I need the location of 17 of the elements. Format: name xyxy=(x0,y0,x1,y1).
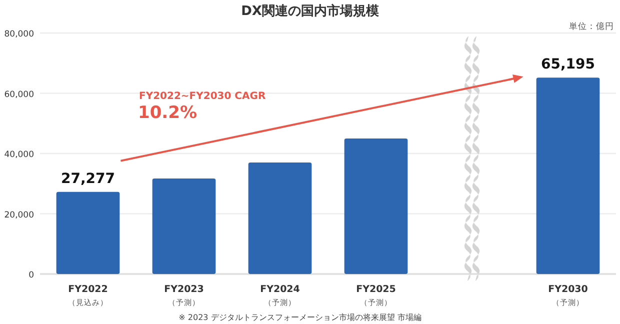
bar xyxy=(344,138,408,274)
bar xyxy=(248,162,312,274)
y-tick-label: 40,000 xyxy=(4,150,34,160)
annotation: FY2022~FY2030 CAGR xyxy=(139,91,266,102)
data-label: 27,277 xyxy=(60,170,116,187)
bar xyxy=(536,78,600,274)
y-tick-label: 0 xyxy=(28,270,34,280)
bar xyxy=(152,178,216,274)
annotation: 10.2% xyxy=(138,103,197,123)
data-label: 65,195 xyxy=(540,56,596,73)
bar xyxy=(56,192,120,274)
text: 単位：億円 xyxy=(569,21,614,32)
text: ※ 2023 デジタルトランスフォーメーション市場の将来展望 市場編 xyxy=(178,313,422,322)
y-tick-label: 80,000 xyxy=(4,30,34,40)
y-tick-label: 60,000 xyxy=(4,90,34,100)
y-tick-label: 20,000 xyxy=(4,210,34,220)
chart-title: DX関連の国内市場規模 xyxy=(241,3,379,19)
